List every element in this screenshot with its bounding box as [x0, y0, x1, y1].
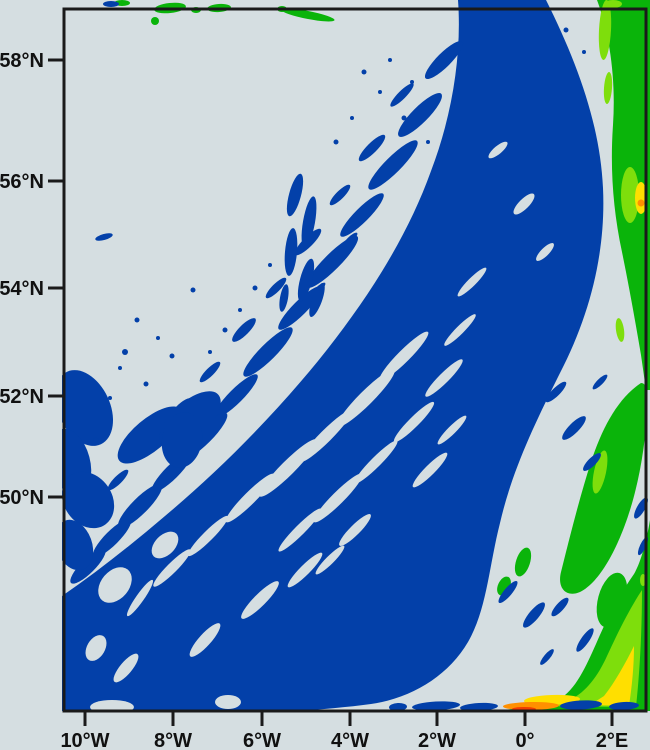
y-tick-label-54n: 54°N — [0, 278, 44, 300]
x-tick-label-0: 0° — [515, 730, 534, 750]
light-green-southeast — [535, 590, 642, 707]
x-tick-label-10w: 10°W — [60, 730, 109, 750]
blue-comma-band — [62, 0, 604, 711]
blue-field-layer — [62, 0, 649, 711]
x-tick-label-8w: 8°W — [154, 730, 192, 750]
green-blob-east-middle — [560, 383, 647, 594]
y-axis-labels: 58°N 56°N 54°N 52°N 50°N — [0, 50, 44, 509]
x-axis-ticks — [83, 712, 614, 726]
y-tick-label-52n: 52°N — [0, 386, 44, 408]
x-tick-label-2e: 2°E — [596, 730, 628, 750]
field-layers — [62, 0, 650, 711]
y-tick-label-56n: 56°N — [0, 171, 44, 193]
x-tick-label-6w: 6°W — [243, 730, 281, 750]
yellow-southeast — [590, 646, 634, 706]
x-tick-label-4w: 4°W — [331, 730, 369, 750]
y-axis-ticks — [48, 58, 63, 499]
y-tick-label-50n: 50°N — [0, 487, 44, 509]
map-frame — [62, 7, 648, 713]
y-tick-label-58n: 58°N — [0, 50, 44, 72]
x-tick-label-2w: 2°W — [418, 730, 456, 750]
x-axis-labels: 10°W 8°W 6°W 4°W 2°W 0° 2°E — [60, 730, 628, 750]
light-green-layer — [535, 0, 646, 707]
background-hole-layer — [85, 141, 554, 711]
